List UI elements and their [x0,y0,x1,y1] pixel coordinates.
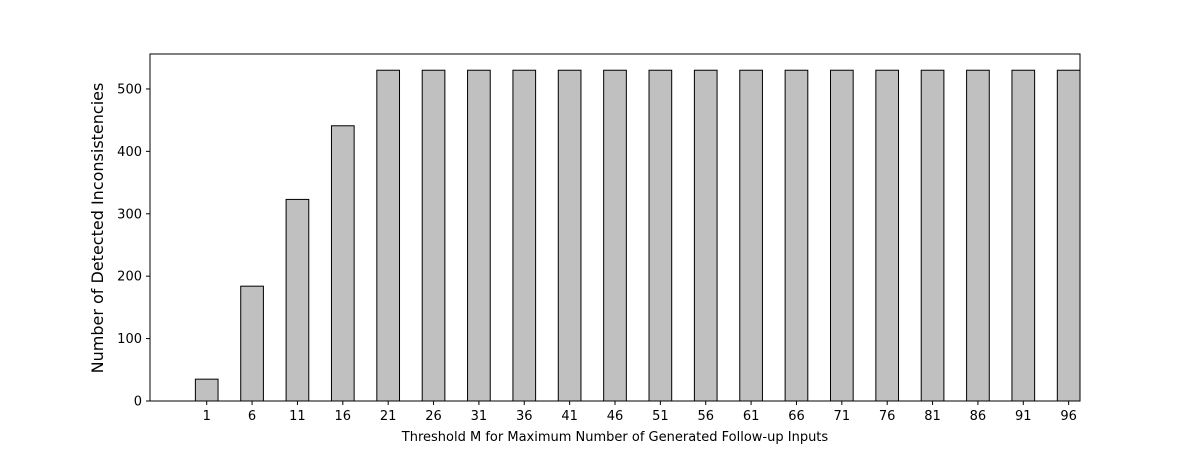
bar-56 [693,69,718,402]
bars-layer [194,69,1081,402]
x-tick-label-31: 31 [471,409,488,424]
x-tick-label-96: 96 [1060,409,1077,424]
x-tick-label-21: 21 [380,409,397,424]
y-tick-label-300: 300 [117,207,142,222]
x-tick-label-26: 26 [425,409,442,424]
bar-96 [1056,69,1081,402]
bar-71 [829,69,854,402]
bar-46 [603,69,627,402]
bar-86 [966,69,990,402]
x-tick-label-11: 11 [289,409,306,424]
y-tick-label-500: 500 [117,82,142,97]
bar-61 [739,69,763,402]
x-tick-label-36: 36 [516,409,533,424]
y-axis-label: Number of Detected Inconsistencies [88,83,107,374]
bar-76 [875,69,900,402]
ticks-layer: 1 6 11 16 21 26 31 36 41 46 51 56 61 66 71 76 81 86 91 9601… [117,82,1077,424]
x-tick-label-56: 56 [697,409,714,424]
x-tick-label-51: 51 [652,409,669,424]
x-tick-label-86: 86 [970,409,987,424]
x-tick-label-16: 16 [335,409,352,424]
x-tick-label-1: 1 [203,409,211,424]
x-tick-label-41: 41 [561,409,578,424]
bar-91 [1011,69,1036,402]
bar-81 [920,69,945,402]
bar-36 [512,69,537,402]
x-tick-label-61: 61 [743,409,760,424]
x-tick-label-81: 81 [924,409,941,424]
bar-11 [285,198,310,402]
bar-1 [194,378,219,402]
bar-66 [784,69,809,402]
bar-41 [557,69,582,402]
bar-31 [467,69,491,402]
bar-21 [376,69,401,402]
x-tick-label-91: 91 [1015,409,1032,424]
y-tick-label-400: 400 [117,145,142,160]
y-tick-label-0: 0 [134,395,142,410]
y-tick-label-100: 100 [117,332,142,347]
bar-51 [648,69,673,402]
x-tick-label-66: 66 [788,409,805,424]
x-tick-label-71: 71 [834,409,851,424]
x-tick-label-46: 46 [607,409,624,424]
bar-6 [240,285,264,402]
bar-16 [330,125,355,402]
x-tick-label-6: 6 [248,409,256,424]
x-axis-label: Threshold M for Maximum Number of Genera… [401,430,829,445]
x-tick-label-76: 76 [879,409,896,424]
y-tick-label-200: 200 [117,270,142,285]
plot-frame [149,53,1081,402]
bar-26 [421,69,446,402]
